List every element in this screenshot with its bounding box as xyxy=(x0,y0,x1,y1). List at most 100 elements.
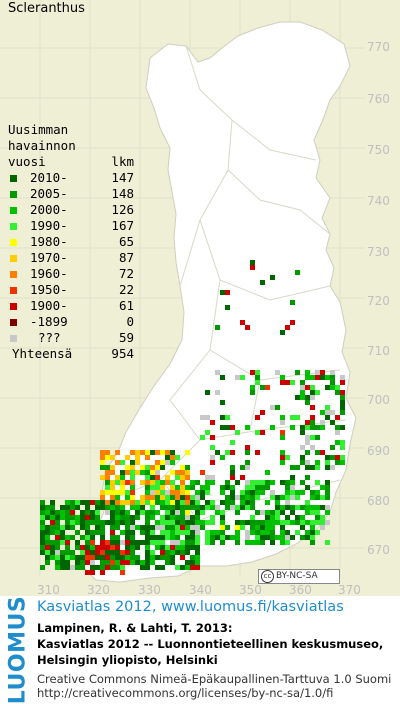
occurrence-square xyxy=(105,565,110,570)
occurrence-square xyxy=(235,525,240,530)
occurrence-square xyxy=(70,525,75,530)
occurrence-square xyxy=(150,450,155,455)
occurrence-square xyxy=(230,450,235,455)
occurrence-square xyxy=(195,480,200,485)
occurrence-square xyxy=(100,550,105,555)
occurrence-square xyxy=(220,425,225,430)
occurrence-square xyxy=(80,565,85,570)
occurrence-square xyxy=(275,370,280,375)
legend-swatch xyxy=(10,191,17,198)
legend: Uusimman havainnon vuosi lkm 2010- 147 200… xyxy=(8,122,134,362)
occurrence-square xyxy=(245,500,250,505)
occurrence-square xyxy=(135,515,140,520)
occurrence-square xyxy=(220,515,225,520)
occurrence-square xyxy=(90,570,95,575)
occurrence-square xyxy=(90,515,95,520)
footer xyxy=(0,596,400,702)
occurrence-square xyxy=(220,415,225,420)
occurrence-square xyxy=(150,480,155,485)
occurrence-square xyxy=(290,535,295,540)
occurrence-square xyxy=(325,495,330,500)
occurrence-square xyxy=(200,525,205,530)
occurrence-square xyxy=(110,565,115,570)
occurrence-square xyxy=(235,430,240,435)
license-url[interactable]: http://creativecommons.org/licenses/by-n… xyxy=(37,686,334,700)
occurrence-square xyxy=(170,470,175,475)
occurrence-square xyxy=(55,545,60,550)
occurrence-square xyxy=(55,520,60,525)
occurrence-square xyxy=(305,465,310,470)
occurrence-square xyxy=(155,450,160,455)
legend-label: 2005- xyxy=(30,186,68,201)
occurrence-square xyxy=(260,535,265,540)
occurrence-square xyxy=(295,495,300,500)
occurrence-square xyxy=(120,505,125,510)
occurrence-square xyxy=(335,425,340,430)
occurrence-square xyxy=(265,530,270,535)
occurrence-square xyxy=(170,490,175,495)
occurrence-square xyxy=(245,480,250,485)
legend-label: 1970- xyxy=(30,250,68,265)
occurrence-square xyxy=(55,530,60,535)
occurrence-square xyxy=(115,550,120,555)
license-badge[interactable]: cc BY-NC-SA xyxy=(258,569,340,584)
occurrence-square xyxy=(260,280,265,285)
occurrence-square xyxy=(165,560,170,565)
occurrence-square xyxy=(305,420,310,425)
occurrence-square xyxy=(185,565,190,570)
occurrence-square xyxy=(250,500,255,505)
occurrence-square xyxy=(225,525,230,530)
occurrence-square xyxy=(240,495,245,500)
occurrence-square xyxy=(270,405,275,410)
occurrence-square xyxy=(175,475,180,480)
y-tick-label: 730 xyxy=(367,245,390,259)
occurrence-square xyxy=(250,490,255,495)
occurrence-square xyxy=(115,510,120,515)
occurrence-square xyxy=(85,555,90,560)
occurrence-square xyxy=(230,490,235,495)
occurrence-square xyxy=(110,455,115,460)
occurrence-square xyxy=(245,450,250,455)
occurrence-square xyxy=(105,450,110,455)
occurrence-square xyxy=(305,530,310,535)
occurrence-square xyxy=(315,370,320,375)
occurrence-square xyxy=(155,495,160,500)
occurrence-square xyxy=(80,545,85,550)
occurrence-square xyxy=(270,525,275,530)
atlas-link[interactable]: Kasviatlas 2012, www.luomus.fi/kasviatla… xyxy=(37,599,344,615)
occurrence-square xyxy=(330,375,335,380)
cc-icon: cc xyxy=(261,570,274,583)
occurrence-square xyxy=(190,530,195,535)
occurrence-square xyxy=(320,485,325,490)
legend-entry: 1900- 61 xyxy=(8,298,134,314)
occurrence-square xyxy=(320,450,325,455)
occurrence-square xyxy=(215,510,220,515)
occurrence-square xyxy=(135,450,140,455)
occurrence-square xyxy=(255,415,260,420)
occurrence-square xyxy=(115,515,120,520)
occurrence-square xyxy=(50,500,55,505)
occurrence-square xyxy=(40,500,45,505)
occurrence-square xyxy=(145,470,150,475)
occurrence-square xyxy=(295,520,300,525)
legend-count: 65 xyxy=(118,234,134,249)
occurrence-square xyxy=(280,510,285,515)
occurrence-square xyxy=(340,455,345,460)
occurrence-square xyxy=(180,550,185,555)
occurrence-square xyxy=(195,495,200,500)
occurrence-square xyxy=(100,545,105,550)
occurrence-square xyxy=(100,570,105,575)
occurrence-square xyxy=(60,530,65,535)
occurrence-square xyxy=(295,270,300,275)
occurrence-square xyxy=(145,450,150,455)
occurrence-square xyxy=(150,495,155,500)
occurrence-square xyxy=(270,490,275,495)
occurrence-square xyxy=(150,505,155,510)
occurrence-square xyxy=(310,425,315,430)
occurrence-square xyxy=(50,505,55,510)
occurrence-square xyxy=(260,530,265,535)
occurrence-square xyxy=(285,540,290,545)
occurrence-square xyxy=(230,475,235,480)
occurrence-square xyxy=(90,535,95,540)
occurrence-square xyxy=(95,510,100,515)
